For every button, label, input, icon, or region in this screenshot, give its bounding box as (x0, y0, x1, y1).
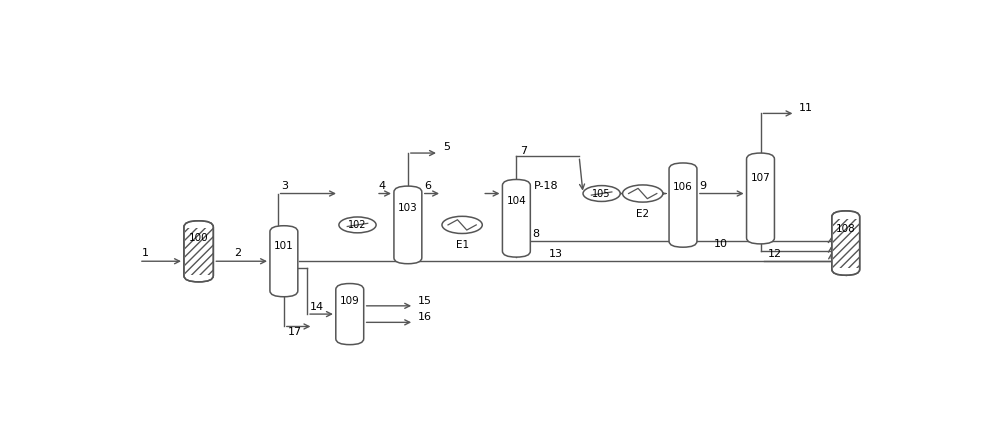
Text: 5: 5 (443, 142, 450, 152)
Text: 14: 14 (309, 302, 324, 312)
Text: 6: 6 (424, 181, 431, 190)
Circle shape (583, 186, 620, 202)
FancyBboxPatch shape (747, 153, 774, 244)
Circle shape (442, 216, 482, 233)
Circle shape (623, 185, 663, 202)
Text: 108: 108 (836, 224, 856, 234)
Text: 12: 12 (768, 249, 782, 259)
Text: P-18: P-18 (534, 181, 559, 190)
Text: 11: 11 (799, 103, 813, 113)
Text: 109: 109 (340, 296, 360, 305)
Text: E2: E2 (636, 209, 649, 219)
Text: 17: 17 (288, 327, 302, 337)
Text: 9: 9 (699, 181, 706, 190)
Text: 107: 107 (751, 173, 770, 184)
Text: 100: 100 (189, 233, 208, 243)
Text: 16: 16 (418, 312, 432, 322)
Text: 10: 10 (714, 239, 728, 249)
Circle shape (339, 217, 376, 233)
Text: 2: 2 (234, 248, 241, 258)
Text: 15: 15 (418, 296, 432, 306)
Text: E1: E1 (456, 240, 469, 250)
Text: 13: 13 (549, 249, 563, 259)
Text: 101: 101 (274, 241, 294, 251)
Text: 4: 4 (378, 181, 386, 190)
FancyBboxPatch shape (502, 179, 530, 257)
Text: 8: 8 (532, 230, 539, 239)
FancyBboxPatch shape (336, 284, 364, 344)
FancyBboxPatch shape (184, 221, 213, 282)
FancyBboxPatch shape (394, 186, 422, 264)
Text: 3: 3 (282, 181, 289, 190)
Text: 105: 105 (592, 188, 611, 199)
FancyBboxPatch shape (270, 226, 298, 297)
FancyBboxPatch shape (832, 211, 860, 275)
Text: 102: 102 (348, 220, 367, 230)
Text: 103: 103 (398, 203, 418, 213)
Text: 106: 106 (673, 181, 693, 192)
Text: 104: 104 (507, 196, 526, 206)
Text: 1: 1 (142, 248, 149, 258)
FancyBboxPatch shape (669, 163, 697, 247)
Text: 7: 7 (520, 146, 527, 156)
